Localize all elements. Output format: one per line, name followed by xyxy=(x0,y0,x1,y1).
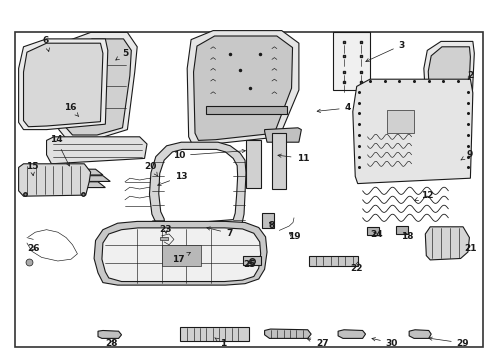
Bar xyxy=(367,227,379,235)
Bar xyxy=(160,237,168,240)
Bar xyxy=(246,140,261,188)
Polygon shape xyxy=(353,79,473,184)
Bar xyxy=(180,327,249,341)
Polygon shape xyxy=(98,330,122,338)
Text: 29: 29 xyxy=(429,337,469,347)
Text: 3: 3 xyxy=(366,40,405,62)
Polygon shape xyxy=(19,164,91,196)
Text: 21: 21 xyxy=(464,244,477,253)
Polygon shape xyxy=(51,182,105,188)
Text: 7: 7 xyxy=(207,227,233,238)
Polygon shape xyxy=(149,142,246,229)
Polygon shape xyxy=(265,128,301,142)
Polygon shape xyxy=(102,228,261,282)
Text: 1: 1 xyxy=(215,338,226,347)
Text: 15: 15 xyxy=(25,162,38,176)
Polygon shape xyxy=(265,329,311,338)
Polygon shape xyxy=(194,36,293,140)
Text: 6: 6 xyxy=(43,36,49,51)
Text: 27: 27 xyxy=(307,338,329,347)
Text: 17: 17 xyxy=(172,252,191,264)
Bar xyxy=(396,226,408,234)
Bar xyxy=(272,133,286,189)
Text: 24: 24 xyxy=(370,230,383,239)
Bar xyxy=(206,106,287,114)
Bar xyxy=(162,245,201,266)
Polygon shape xyxy=(64,39,131,135)
Text: 8: 8 xyxy=(269,220,275,230)
Polygon shape xyxy=(428,47,470,119)
Text: 30: 30 xyxy=(372,338,398,347)
Polygon shape xyxy=(47,137,147,164)
Polygon shape xyxy=(425,227,469,260)
Text: 16: 16 xyxy=(64,103,79,117)
Polygon shape xyxy=(409,330,431,338)
Text: 18: 18 xyxy=(401,233,414,242)
Text: 9: 9 xyxy=(461,150,473,160)
Bar xyxy=(243,256,261,265)
Bar xyxy=(333,32,370,90)
Text: 13: 13 xyxy=(158,172,188,186)
Text: 22: 22 xyxy=(350,261,363,273)
Polygon shape xyxy=(56,176,110,181)
Polygon shape xyxy=(338,330,366,338)
Polygon shape xyxy=(56,32,137,139)
Polygon shape xyxy=(49,169,103,175)
Text: 19: 19 xyxy=(288,233,300,242)
Text: 23: 23 xyxy=(159,225,172,234)
Text: 25: 25 xyxy=(244,260,256,269)
Text: 10: 10 xyxy=(172,149,245,160)
Text: 5: 5 xyxy=(116,49,128,60)
Text: 4: 4 xyxy=(317,104,351,113)
Text: 2: 2 xyxy=(467,71,473,80)
Text: 28: 28 xyxy=(105,338,118,347)
Polygon shape xyxy=(24,43,103,127)
Polygon shape xyxy=(152,176,167,189)
Text: 20: 20 xyxy=(145,162,157,176)
Polygon shape xyxy=(159,149,238,225)
Polygon shape xyxy=(94,221,267,285)
Bar xyxy=(15,32,483,347)
Text: 14: 14 xyxy=(50,135,70,166)
Polygon shape xyxy=(424,41,474,122)
Text: 26: 26 xyxy=(27,244,40,253)
Text: 12: 12 xyxy=(415,191,434,201)
Polygon shape xyxy=(19,39,108,130)
Bar xyxy=(387,110,414,133)
Bar xyxy=(262,213,274,228)
Polygon shape xyxy=(187,31,299,144)
Bar xyxy=(309,256,358,266)
Text: 11: 11 xyxy=(278,154,309,163)
